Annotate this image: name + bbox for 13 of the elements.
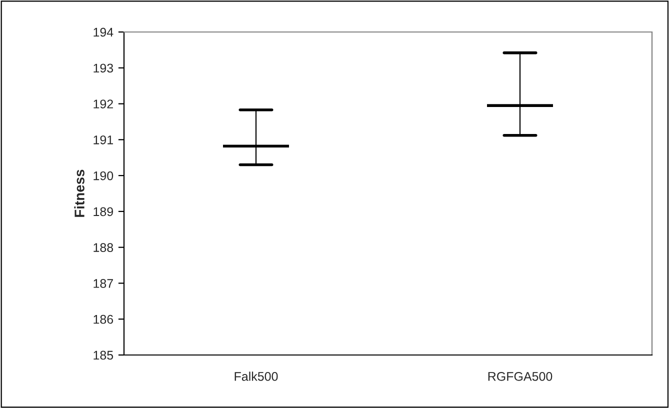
y-tick-label: 188: [94, 243, 114, 252]
y-tick-label: 190: [94, 171, 114, 180]
y-tick-label: 187: [94, 279, 113, 288]
y-tick-label: 191: [94, 135, 113, 144]
y-tick-label: 186: [94, 314, 114, 324]
x-tick-label: RGFGA500: [488, 372, 552, 381]
x-tick-label: Falk500: [234, 372, 278, 381]
y-axis-title: Fitness: [74, 170, 84, 217]
y-tick-label: 185: [94, 350, 114, 360]
y-tick-label: 193: [94, 64, 114, 73]
y-tick-label: 192: [94, 100, 113, 108]
y-tick-label: 194: [94, 28, 114, 37]
y-tick-label: 189: [94, 207, 113, 216]
